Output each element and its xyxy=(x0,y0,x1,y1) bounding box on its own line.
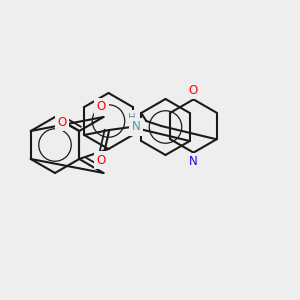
Text: O: O xyxy=(189,84,198,97)
Text: O: O xyxy=(58,116,67,128)
Text: O: O xyxy=(97,100,106,113)
Text: H: H xyxy=(128,113,136,123)
Text: N: N xyxy=(189,155,198,168)
Text: N: N xyxy=(132,121,141,134)
Text: O: O xyxy=(97,154,106,166)
